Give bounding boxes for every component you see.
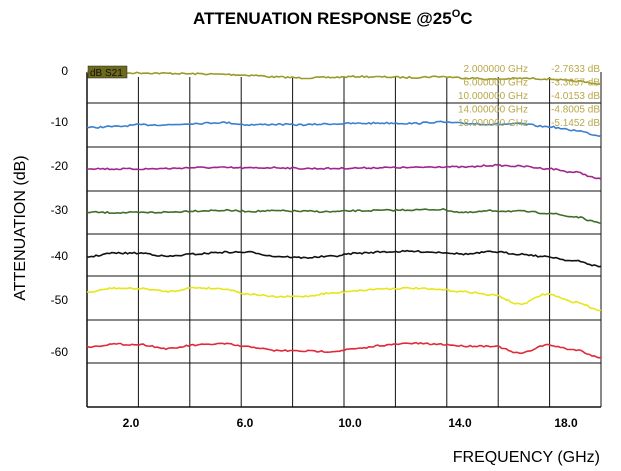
x-tick-label: 18.0 [554,416,578,430]
trace-line-2 [87,120,602,138]
trace-line-7 [86,341,602,359]
marker-value: -5.1452 dB [551,118,600,129]
marker-frequency: 18.000000 GHz [458,118,528,129]
marker-frequency: 10.000000 GHz [458,91,528,102]
trace-line-6 [86,286,602,312]
trace-line-5 [86,249,602,268]
marker-value: -2.7633 dB [551,64,600,75]
trace-label: dB S21 [90,68,123,79]
y-axis-label: ATTENUATION (dB) [12,155,29,300]
x-tick-label: 10.0 [338,416,362,430]
x-tick-label: 2.0 [123,416,140,430]
trace-line-1 [86,71,602,86]
y-tick-label: -30 [51,203,69,217]
y-tick-label: -20 [51,159,69,173]
y-tick-label: -60 [51,345,69,359]
marker-value: -4.8005 dB [551,105,600,116]
trace-label-badge: dB S21 [87,65,128,79]
marker-frequency: 14.000000 GHz [458,105,528,116]
trace-line-3 [87,163,602,180]
marker-frequency: 2.000000 GHz [464,64,529,75]
chart-title: ATTENUATION RESPONSE @25OC [193,8,473,28]
y-tick-label: 0 [61,64,68,78]
marker-value: -4.0153 dB [551,91,600,102]
marker-frequency: 6.000000 GHz [464,78,529,89]
x-axis-label: FREQUENCY (GHz) [453,449,600,466]
marker-value: -3.3657 dB [551,78,600,89]
y-tick-label: -10 [51,115,69,129]
y-tick-label: -50 [51,293,69,307]
x-tick-label: 14.0 [448,416,472,430]
y-tick-label: -40 [51,249,69,263]
trace-line-4 [86,208,602,224]
x-tick-label: 6.0 [237,416,254,430]
